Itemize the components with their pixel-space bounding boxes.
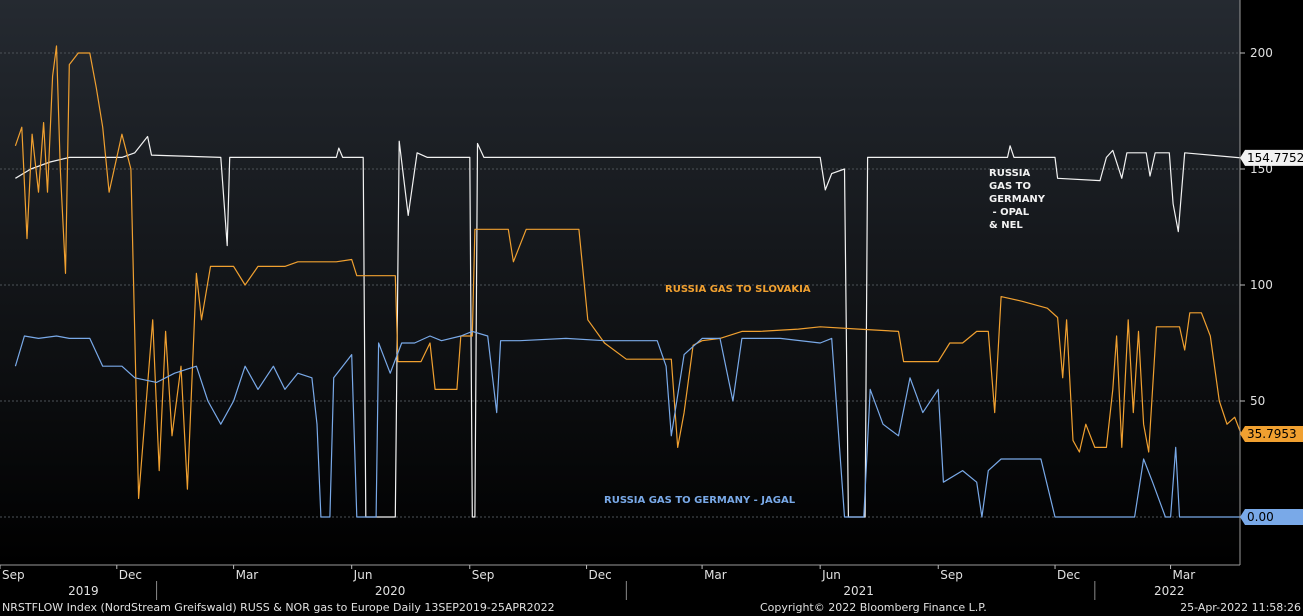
series-line-slovakia [14, 45, 1242, 499]
series-label-line: RUSSIA [989, 168, 1030, 179]
series-label-opal-nel: RUSSIA GAS TO GERMANY - OPAL & NEL [989, 168, 1046, 231]
footer-timestamp: 25-Apr-2022 11:58:26 [1180, 601, 1301, 614]
x-month-label: Dec [119, 568, 142, 582]
last-value-badge-bg [1240, 149, 1303, 166]
footer-source: NRSTFLOW Index (NordStream Greifswald) R… [2, 601, 555, 614]
series-lines [14, 45, 1242, 518]
series-label-line: RUSSIA GAS TO GERMANY - JAGAL [604, 495, 796, 506]
x-month-label: Sep [472, 568, 495, 582]
x-month-label: Sep [940, 568, 963, 582]
x-month-label: Dec [589, 568, 612, 582]
y-tick-label: 50 [1250, 394, 1265, 408]
chart: RUSSIA GAS TO GERMANY - OPAL & NEL RUSSIA GA… [0, 0, 1303, 600]
last-value-badge-bg [1240, 509, 1303, 525]
x-month-label: Mar [236, 568, 259, 582]
series-label-slovakia: RUSSIA GAS TO SLOVAKIA [665, 284, 811, 295]
x-year-label: 2022 [1154, 584, 1185, 598]
last-value-badge-slovakia: 35.7953 [1240, 425, 1303, 442]
last-value-badge-bg [1240, 425, 1303, 442]
x-month-label: Mar [704, 568, 727, 582]
x-axis: Sep Dec Mar Jun Sep Dec Mar Jun Sep Dec Mar 2019 202… [0, 564, 1240, 600]
last-value-text: 0.00 [1247, 510, 1274, 524]
grid-lines [0, 52, 1240, 518]
series-line-jagal [14, 330, 1242, 518]
footer: NRSTFLOW Index (NordStream Greifswald) R… [0, 600, 1303, 616]
series-line-opal-nel [15, 135, 1242, 518]
x-month-label: Dec [1057, 568, 1080, 582]
x-month-label: Mar [1173, 568, 1196, 582]
last-value-text: 35.7953 [1247, 427, 1297, 441]
footer-copyright: Copyright© 2022 Bloomberg Finance L.P. [760, 601, 987, 614]
y-tick-label: 100 [1250, 278, 1273, 292]
x-month-label: Jun [353, 568, 373, 582]
series-label-jagal: RUSSIA GAS TO GERMANY - JAGAL [604, 495, 796, 506]
series-label-line: & NEL [989, 220, 1023, 231]
series-label-line: GAS TO [989, 181, 1031, 192]
series-label-line: GERMANY [989, 194, 1046, 205]
x-year-label: 2021 [843, 584, 874, 598]
last-value-badge-jagal: 0.00 [1240, 509, 1303, 525]
series-label-line: RUSSIA GAS TO SLOVAKIA [665, 284, 811, 295]
x-month-label: Jun [821, 568, 841, 582]
last-value-text: 154.7752 [1247, 151, 1303, 165]
y-tick-label: 200 [1250, 46, 1273, 60]
plot-background [0, 0, 1240, 565]
last-value-badge-opal-nel: 154.7752 [1240, 149, 1303, 166]
series-label-line: - OPAL [989, 207, 1030, 218]
axis-background [1240, 0, 1303, 600]
x-year-label: 2020 [375, 584, 406, 598]
x-year-label: 2019 [68, 584, 99, 598]
x-month-label: Sep [2, 568, 25, 582]
